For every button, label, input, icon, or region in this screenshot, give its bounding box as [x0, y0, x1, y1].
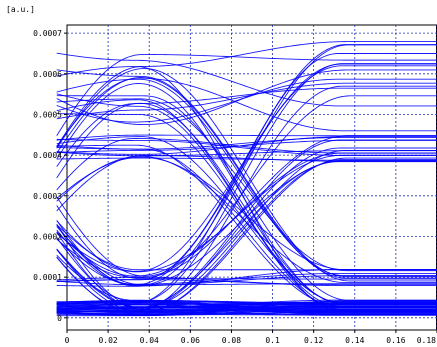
x-axis-ticks: 0 0.02 0.04 0.06 0.08 0.1 0.12 0.14 0.16 0.18	[65, 330, 437, 345]
x-tick-label-7: 0.14	[345, 336, 364, 345]
eye-trace-2	[56, 98, 437, 272]
eye-trace-67	[56, 41, 437, 148]
y-tick-label-7: 0.0007	[33, 29, 62, 38]
eye-trace-40	[56, 157, 437, 161]
eye-trace-104	[56, 303, 437, 309]
eye-trace-57	[56, 238, 437, 287]
x-tick-label-5: 0.1	[265, 336, 280, 345]
eye-trace-60	[56, 154, 437, 273]
y-axis-unit-label: [a.u.]	[6, 5, 35, 14]
eye-trace-14	[56, 78, 437, 123]
y-tick-label-3: 0.0003	[33, 192, 62, 201]
eye-trace-52	[56, 150, 437, 157]
x-tick-label-9: 0.18	[417, 336, 436, 345]
y-axis-ticks: 0 0.0001 0.0002 0.0003 0.0004 0.0005 0.0006 0.0…	[33, 29, 67, 323]
eye-traces	[56, 41, 437, 317]
eye-trace-31	[56, 77, 437, 279]
x-tick-label-3: 0.06	[181, 336, 200, 345]
eye-trace-11	[56, 139, 437, 154]
eye-trace-16	[56, 87, 437, 167]
eye-trace-53	[56, 77, 437, 147]
y-tick-label-4: 0.0004	[33, 151, 62, 160]
y-tick-label-6: 0.0006	[33, 70, 62, 79]
x-tick-label-6: 0.12	[304, 336, 323, 345]
eye-trace-65	[56, 134, 437, 141]
x-tick-label-1: 0.02	[98, 336, 117, 345]
eye-trace-99	[56, 304, 437, 316]
eye-trace-68	[56, 220, 437, 287]
eye-trace-62	[56, 280, 437, 286]
eye-trace-66	[56, 152, 437, 277]
eye-trace-20	[56, 83, 437, 305]
eye-trace-100	[56, 304, 437, 314]
eye-trace-61	[56, 52, 437, 107]
eye-trace-26	[56, 63, 437, 303]
eye-trace-94	[56, 309, 437, 312]
eye-trace-37	[56, 161, 437, 310]
eye-trace-15	[56, 155, 437, 284]
eye-trace-59	[56, 69, 437, 126]
eye-trace-22	[56, 136, 437, 155]
eye-trace-25	[56, 69, 437, 278]
eye-trace-101	[56, 305, 437, 311]
eye-trace-103	[56, 309, 437, 316]
eye-trace-39	[56, 160, 437, 287]
x-tick-label-8: 0.16	[386, 336, 405, 345]
y-tick-label-1: 0.0001	[33, 273, 62, 282]
eye-trace-41	[56, 68, 437, 282]
y-tick-label-0: 0	[57, 314, 62, 323]
y-tick-label-5: 0.0005	[33, 110, 62, 119]
x-tick-label-0: 0	[65, 336, 70, 345]
y-tick-label-2: 0.0002	[33, 232, 62, 241]
grid-lines	[67, 25, 437, 330]
x-tick-label-2: 0.04	[140, 336, 159, 345]
eye-trace-69	[56, 238, 437, 285]
eye-trace-36	[56, 137, 437, 150]
x-tick-label-4: 0.08	[222, 336, 241, 345]
